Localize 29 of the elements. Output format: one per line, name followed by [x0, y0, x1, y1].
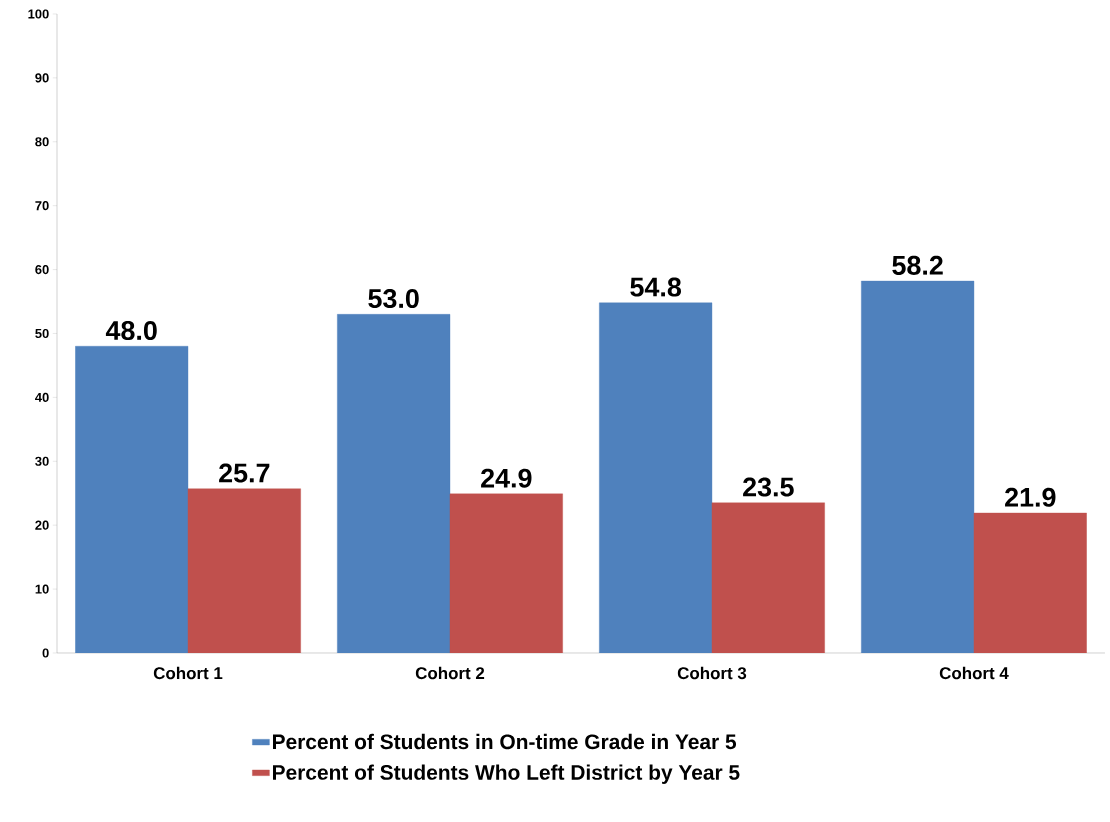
bar	[973, 512, 1087, 653]
y-tick-label: 80	[35, 137, 49, 147]
legend-label: Percent of Students Who Left District by Year 5	[273, 764, 740, 784]
data-label: 53.0	[368, 289, 419, 309]
data-label: 23.5	[743, 477, 794, 497]
legend-label: Percent of Students in On-time Grade in Year 5	[273, 733, 737, 750]
x-tick-label: Cohort 3	[677, 666, 747, 680]
data-label: 24.9	[481, 468, 532, 488]
y-tick-label: 50	[35, 328, 49, 339]
data-label: 54.8	[630, 277, 682, 297]
bar	[449, 493, 563, 653]
x-tick-label: Cohort 1	[153, 666, 223, 680]
y-tick-label: 70	[35, 201, 49, 211]
data-label: 25.7	[219, 463, 270, 483]
bar	[711, 502, 825, 653]
data-label: 58.2	[892, 255, 943, 275]
y-tick-label: 10	[35, 584, 49, 594]
y-tick-label: 30	[35, 456, 49, 466]
y-tick-label: 40	[35, 392, 49, 402]
y-tick-label: 0	[42, 648, 49, 658]
x-tick-label: Cohort 4	[939, 666, 1009, 680]
y-tick-label: 90	[35, 73, 49, 83]
y-tick-label: 100	[28, 9, 49, 19]
y-tick-label: 20	[35, 520, 49, 530]
x-tick-label: Cohort 2	[415, 666, 485, 680]
bar	[187, 488, 301, 653]
data-label: 48.0	[105, 321, 157, 341]
y-tick-label: 60	[35, 264, 49, 275]
data-label: 21.9	[1005, 487, 1056, 507]
